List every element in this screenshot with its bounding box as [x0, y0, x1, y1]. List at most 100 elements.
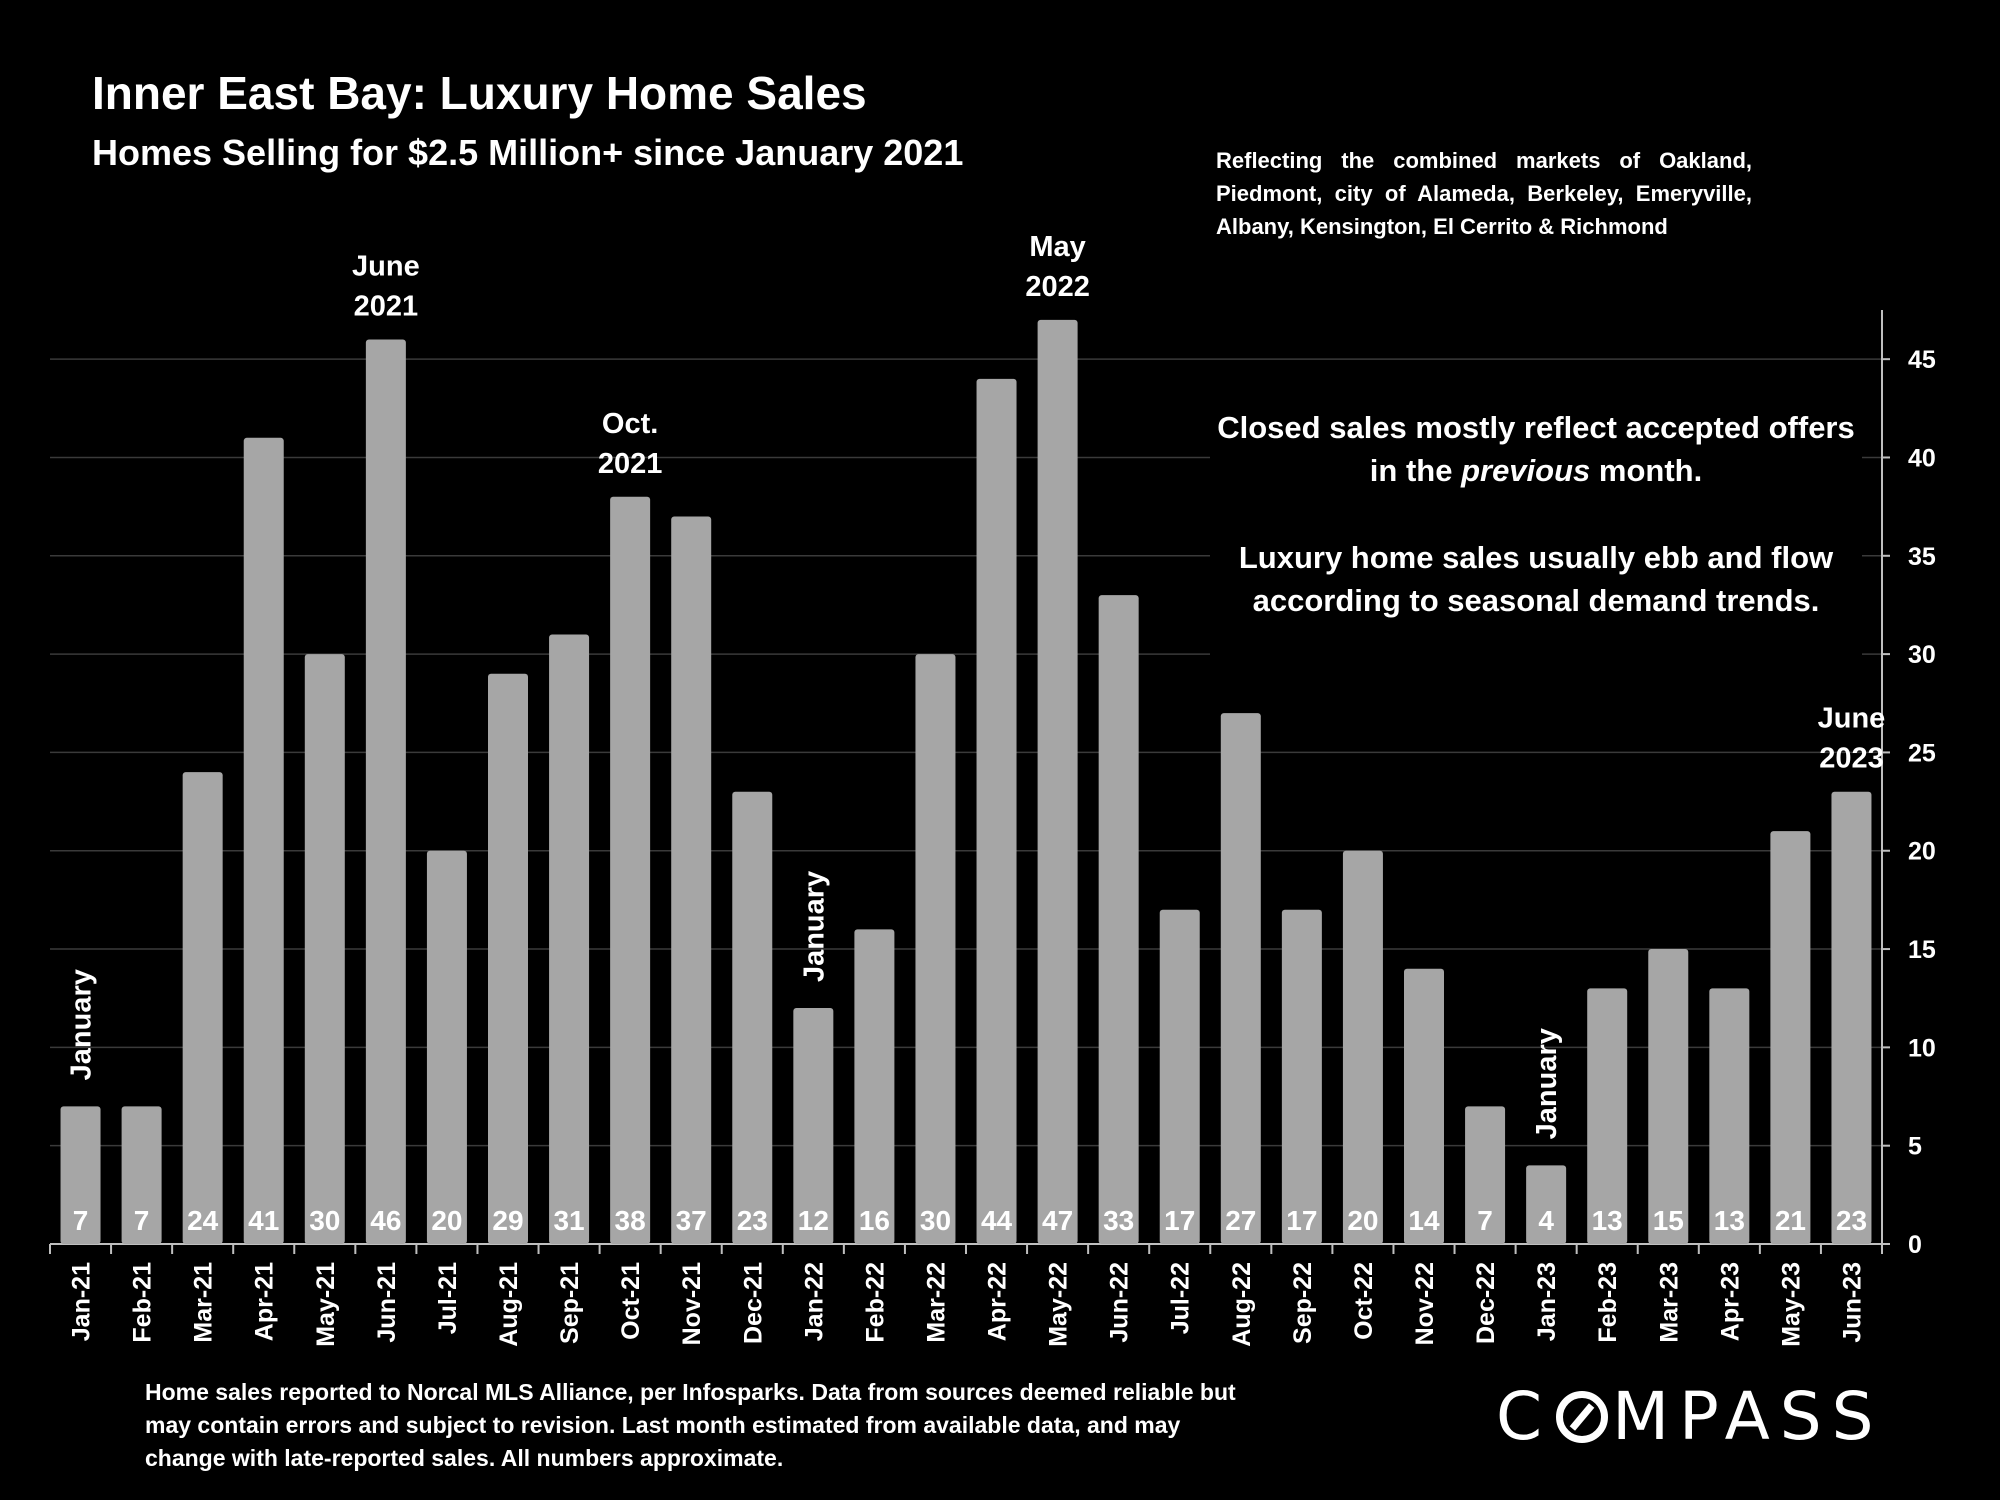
chart-title: Inner East Bay: Luxury Home Sales: [92, 67, 867, 119]
y-tick-label: 5: [1908, 1133, 1922, 1161]
commentary-line-1: Closed sales mostly reflect accepted off…: [1216, 406, 1856, 492]
bar: [610, 496, 651, 1244]
bar: [60, 1106, 101, 1244]
bar: [1037, 319, 1078, 1245]
bar: [1220, 713, 1261, 1244]
data-label: 15: [1653, 1205, 1684, 1236]
bar: [1342, 850, 1383, 1244]
data-label: 20: [431, 1205, 462, 1236]
data-label: 30: [309, 1205, 340, 1236]
data-label: 24: [187, 1205, 219, 1236]
x-tick-label: Jan-22: [800, 1262, 828, 1341]
bar: [1587, 988, 1628, 1244]
data-label: 13: [1592, 1205, 1623, 1236]
x-tick-label: Aug-22: [1228, 1262, 1256, 1347]
x-tick-label: May-21: [312, 1262, 340, 1347]
data-label: 17: [1164, 1205, 1195, 1236]
bar: [1526, 1165, 1567, 1244]
x-tick-label: Jan-23: [1533, 1262, 1561, 1341]
annotation-label: 2022: [1025, 271, 1090, 303]
y-tick-label: 25: [1908, 739, 1936, 767]
bar: [243, 437, 284, 1244]
x-tick-label: Sep-22: [1289, 1262, 1317, 1344]
bar: [365, 339, 406, 1244]
compass-o-icon: [1556, 1391, 1609, 1443]
x-tick-label: Apr-22: [984, 1262, 1012, 1341]
data-label: 38: [615, 1205, 646, 1236]
bar: [1831, 791, 1872, 1244]
data-label: 37: [676, 1205, 707, 1236]
annotation-label: May: [1029, 231, 1085, 263]
data-label: 7: [1477, 1205, 1493, 1236]
x-tick-label: Sep-21: [556, 1262, 584, 1344]
data-label: 29: [492, 1205, 523, 1236]
x-tick-label: Jun-22: [1106, 1262, 1134, 1343]
annotation-label: January: [66, 969, 98, 1080]
compass-logo: C MPASS: [1496, 1378, 1884, 1455]
bar: [1465, 1106, 1506, 1244]
x-tick-label: Apr-23: [1716, 1262, 1744, 1341]
data-label: 21: [1775, 1205, 1806, 1236]
x-tick-label: Jan-21: [68, 1262, 96, 1341]
annotation-label: June: [352, 250, 420, 282]
data-label: 7: [73, 1205, 89, 1236]
chart-subtitle: Homes Selling for $2.5 Million+ since Ja…: [92, 132, 964, 173]
x-tick-label: Oct-22: [1350, 1262, 1378, 1340]
data-label: 7: [134, 1205, 150, 1236]
bar: [426, 850, 467, 1244]
bar: [121, 1106, 162, 1244]
x-tick-label: Apr-21: [251, 1262, 279, 1341]
data-label: 27: [1225, 1205, 1256, 1236]
bar: [1281, 909, 1322, 1244]
annotation-label: 2023: [1819, 743, 1884, 775]
x-tick-label: Mar-23: [1655, 1262, 1683, 1343]
bar: [793, 1008, 834, 1244]
x-tick-label: Mar-21: [190, 1262, 218, 1343]
logo-text: MPASS: [1612, 1378, 1884, 1455]
bar: [1648, 949, 1689, 1244]
data-label: 31: [553, 1205, 584, 1236]
x-tick-label: Aug-21: [495, 1262, 523, 1347]
bar: [671, 516, 712, 1244]
commentary-emphasis: previous: [1461, 453, 1591, 488]
annotation-label: 2021: [354, 290, 419, 322]
x-tick-label: Jul-21: [434, 1262, 462, 1334]
data-label: 47: [1042, 1205, 1073, 1236]
data-label: 14: [1408, 1205, 1440, 1236]
y-tick-label: 35: [1908, 543, 1936, 571]
x-tick-label: Feb-21: [129, 1262, 157, 1343]
x-tick-label: May-23: [1777, 1262, 1805, 1347]
bar: [1404, 968, 1444, 1244]
commentary-text: Closed sales mostly reflect accepted off…: [1217, 410, 1855, 488]
commentary-text: month.: [1590, 453, 1703, 488]
x-tick-label: Jun-23: [1838, 1262, 1866, 1343]
x-tick-label: May-22: [1045, 1262, 1073, 1347]
x-tick-label: Feb-22: [861, 1262, 889, 1343]
bar: [732, 791, 773, 1244]
annotation-label: January: [1531, 1028, 1563, 1139]
y-tick-label: 30: [1908, 641, 1936, 669]
annotation-label: January: [798, 871, 830, 982]
bar: [549, 634, 590, 1244]
x-tick-label: Nov-21: [678, 1262, 706, 1345]
x-tick-label: Dec-21: [739, 1262, 767, 1344]
commentary-box: Closed sales mostly reflect accepted off…: [1210, 406, 1862, 666]
y-tick-label: 45: [1908, 346, 1936, 374]
bar: [1770, 831, 1811, 1244]
bar: [976, 378, 1017, 1244]
data-label: 20: [1347, 1205, 1378, 1236]
bar: [1098, 595, 1139, 1244]
data-label: 23: [1836, 1205, 1867, 1236]
y-tick-label: 20: [1908, 838, 1936, 866]
annotation-label: June: [1818, 703, 1886, 735]
bar: [854, 929, 895, 1244]
bar: [182, 772, 223, 1244]
x-tick-label: Nov-22: [1411, 1262, 1439, 1345]
data-label: 41: [248, 1205, 279, 1236]
data-label: 30: [920, 1205, 951, 1236]
data-label: 13: [1714, 1205, 1745, 1236]
x-tick-label: Mar-22: [922, 1262, 950, 1343]
bar: [1709, 988, 1750, 1244]
x-tick-label: Dec-22: [1472, 1262, 1500, 1344]
